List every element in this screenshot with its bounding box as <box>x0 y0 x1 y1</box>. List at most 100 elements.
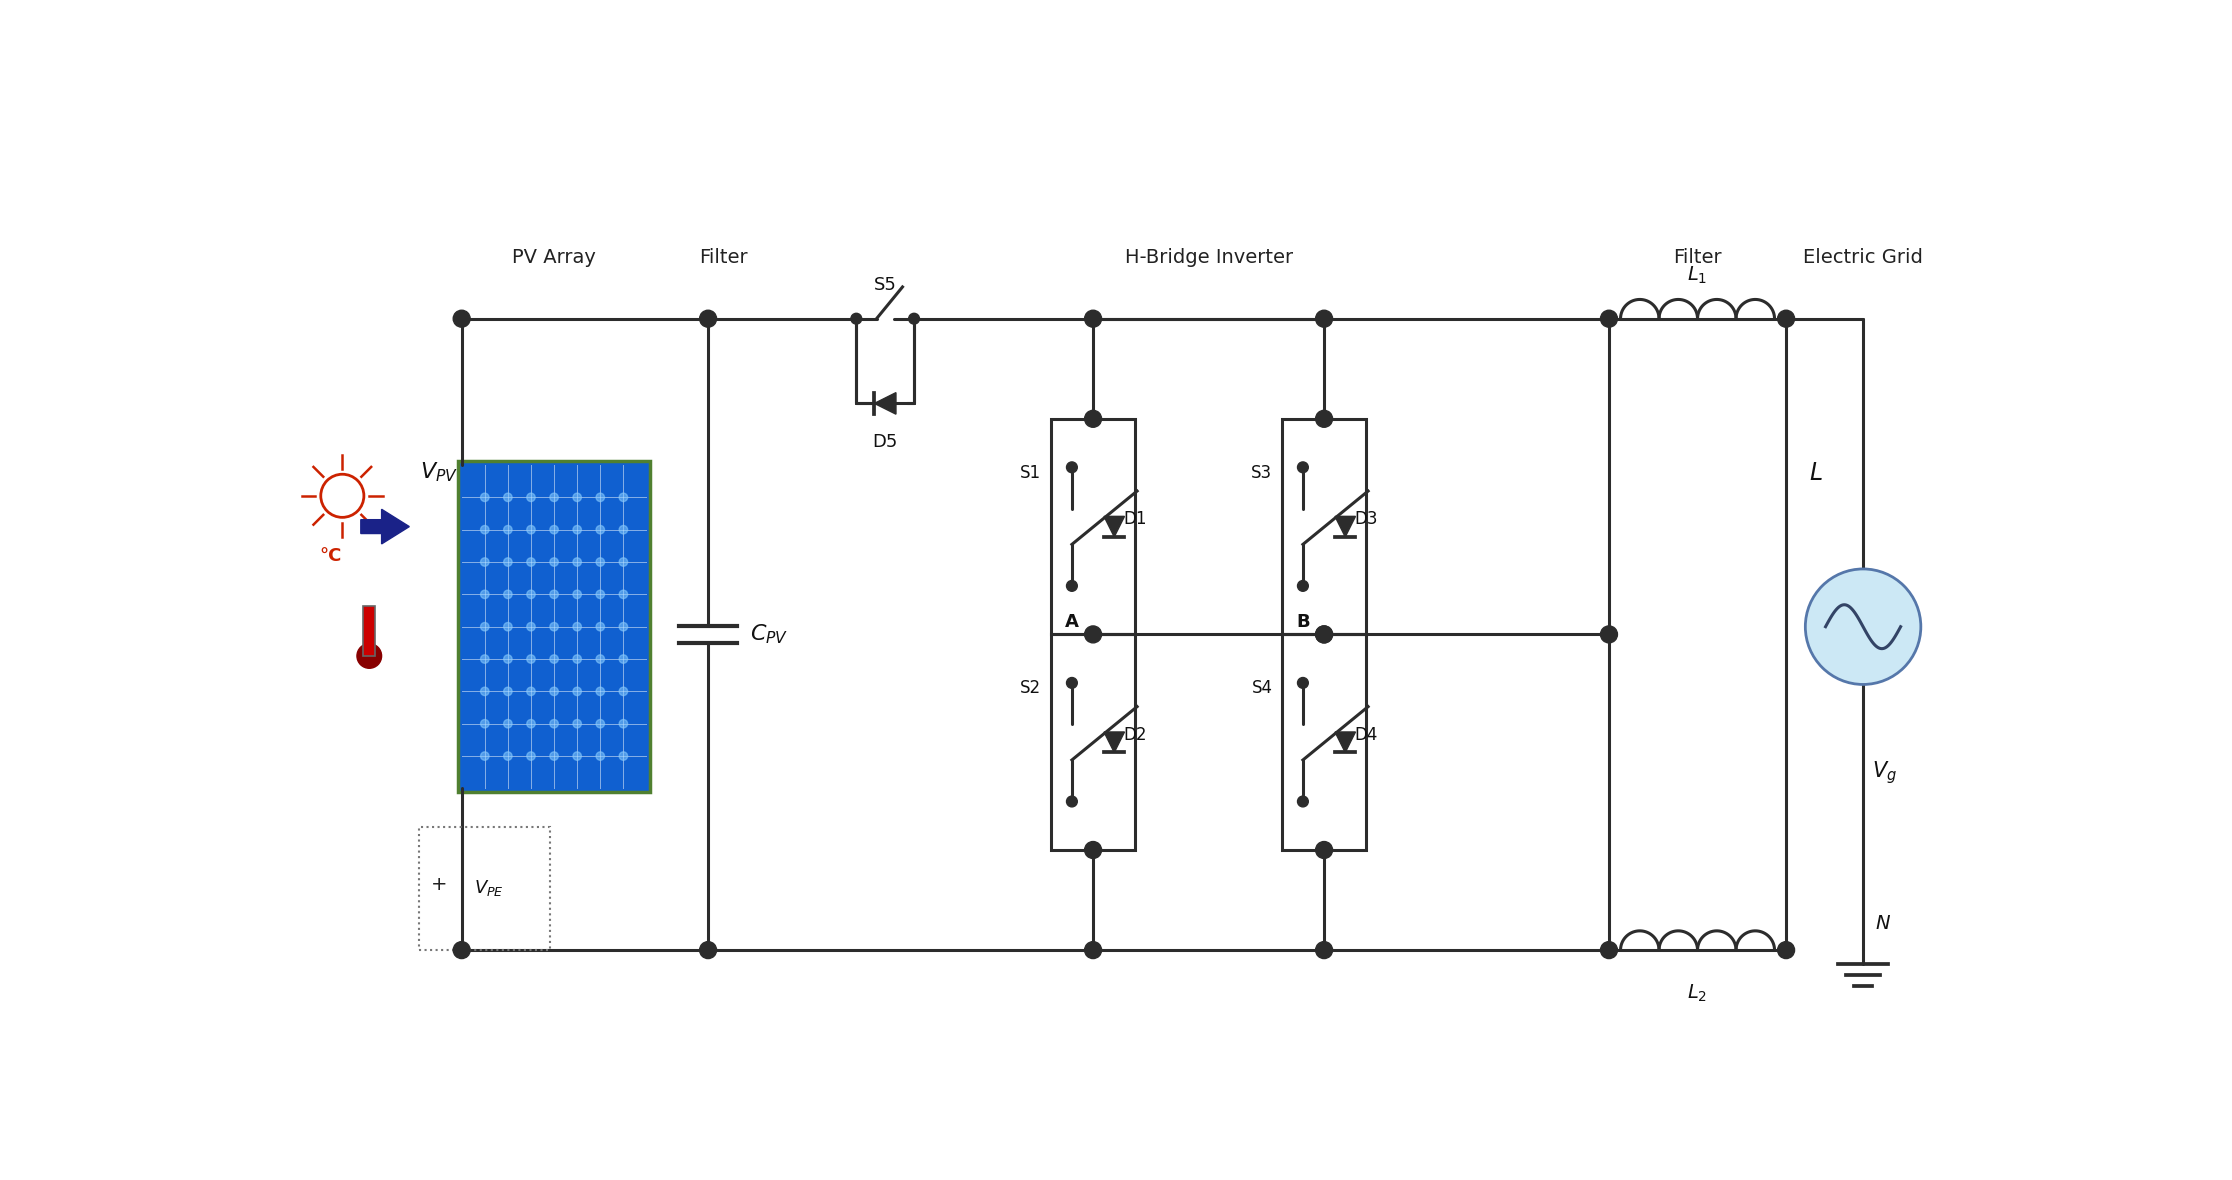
Circle shape <box>549 493 558 501</box>
Circle shape <box>1085 942 1103 958</box>
Circle shape <box>574 493 580 501</box>
Circle shape <box>453 942 471 958</box>
Circle shape <box>480 493 489 501</box>
Circle shape <box>504 558 511 566</box>
Circle shape <box>618 687 627 696</box>
Circle shape <box>480 655 489 663</box>
Circle shape <box>1315 411 1333 427</box>
Circle shape <box>1297 461 1308 473</box>
Polygon shape <box>362 510 408 544</box>
Circle shape <box>504 720 511 728</box>
Text: D5: D5 <box>873 433 897 451</box>
Text: $V_g$: $V_g$ <box>1873 760 1897 786</box>
Circle shape <box>527 590 536 598</box>
Circle shape <box>1315 841 1333 859</box>
Polygon shape <box>875 393 895 414</box>
Circle shape <box>618 752 627 760</box>
Text: $L_1$: $L_1$ <box>1687 266 1707 287</box>
Text: S2: S2 <box>1020 680 1042 697</box>
Text: $C_{PV}$: $C_{PV}$ <box>750 623 788 647</box>
Circle shape <box>574 558 580 566</box>
Circle shape <box>1297 796 1308 807</box>
Circle shape <box>504 687 511 696</box>
Text: $V_{PE}$: $V_{PE}$ <box>473 878 504 898</box>
Circle shape <box>1315 625 1333 643</box>
Circle shape <box>549 687 558 696</box>
Circle shape <box>1067 796 1078 807</box>
Circle shape <box>596 623 605 631</box>
Circle shape <box>549 752 558 760</box>
Circle shape <box>699 310 716 327</box>
Circle shape <box>1085 625 1103 643</box>
Circle shape <box>596 493 605 501</box>
Text: D3: D3 <box>1355 510 1377 527</box>
Circle shape <box>1600 942 1618 958</box>
Circle shape <box>1600 310 1618 327</box>
Circle shape <box>1067 581 1078 591</box>
Circle shape <box>527 752 536 760</box>
Circle shape <box>596 752 605 760</box>
Circle shape <box>504 623 511 631</box>
Text: $N$: $N$ <box>1875 913 1891 932</box>
Circle shape <box>480 687 489 696</box>
Circle shape <box>850 314 862 324</box>
Circle shape <box>480 752 489 760</box>
Text: PV Array: PV Array <box>511 248 596 267</box>
Circle shape <box>574 623 580 631</box>
Circle shape <box>549 590 558 598</box>
Polygon shape <box>1335 732 1355 753</box>
Circle shape <box>618 590 627 598</box>
Circle shape <box>480 720 489 728</box>
Circle shape <box>1777 310 1795 327</box>
Circle shape <box>1806 569 1922 684</box>
Circle shape <box>908 314 920 324</box>
Circle shape <box>596 525 605 533</box>
Polygon shape <box>1105 732 1125 753</box>
Circle shape <box>618 493 627 501</box>
Text: D2: D2 <box>1123 726 1147 743</box>
Circle shape <box>527 623 536 631</box>
Circle shape <box>549 655 558 663</box>
Text: S3: S3 <box>1252 464 1272 481</box>
Text: S5: S5 <box>873 276 897 294</box>
Circle shape <box>596 687 605 696</box>
Circle shape <box>1315 310 1333 327</box>
Circle shape <box>618 525 627 533</box>
Circle shape <box>504 493 511 501</box>
Circle shape <box>618 623 627 631</box>
Circle shape <box>1085 841 1103 859</box>
Circle shape <box>699 942 716 958</box>
Circle shape <box>1085 411 1103 427</box>
Circle shape <box>596 590 605 598</box>
Text: A: A <box>1065 612 1080 630</box>
Circle shape <box>527 493 536 501</box>
Circle shape <box>527 655 536 663</box>
Circle shape <box>357 643 382 668</box>
Circle shape <box>574 655 580 663</box>
Circle shape <box>504 655 511 663</box>
Circle shape <box>1067 677 1078 688</box>
Circle shape <box>574 525 580 533</box>
Circle shape <box>549 720 558 728</box>
Text: +: + <box>431 876 446 894</box>
Circle shape <box>480 525 489 533</box>
Circle shape <box>574 720 580 728</box>
Circle shape <box>574 590 580 598</box>
Circle shape <box>504 525 511 533</box>
Circle shape <box>618 655 627 663</box>
Text: $V_{PV}$: $V_{PV}$ <box>420 461 458 485</box>
Circle shape <box>1315 942 1333 958</box>
Circle shape <box>480 558 489 566</box>
Circle shape <box>596 720 605 728</box>
Circle shape <box>549 525 558 533</box>
Circle shape <box>1067 461 1078 473</box>
Text: $L$: $L$ <box>1810 460 1824 485</box>
Circle shape <box>1600 625 1618 643</box>
Circle shape <box>480 623 489 631</box>
Circle shape <box>618 558 627 566</box>
Text: Filter: Filter <box>699 248 748 267</box>
Circle shape <box>504 752 511 760</box>
Text: B: B <box>1297 612 1310 630</box>
Circle shape <box>1315 625 1333 643</box>
Text: S1: S1 <box>1020 464 1042 481</box>
